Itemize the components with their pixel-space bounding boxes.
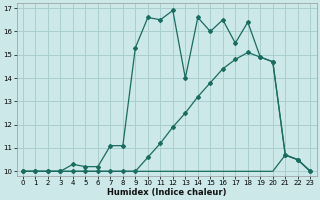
X-axis label: Humidex (Indice chaleur): Humidex (Indice chaleur) [107,188,226,197]
